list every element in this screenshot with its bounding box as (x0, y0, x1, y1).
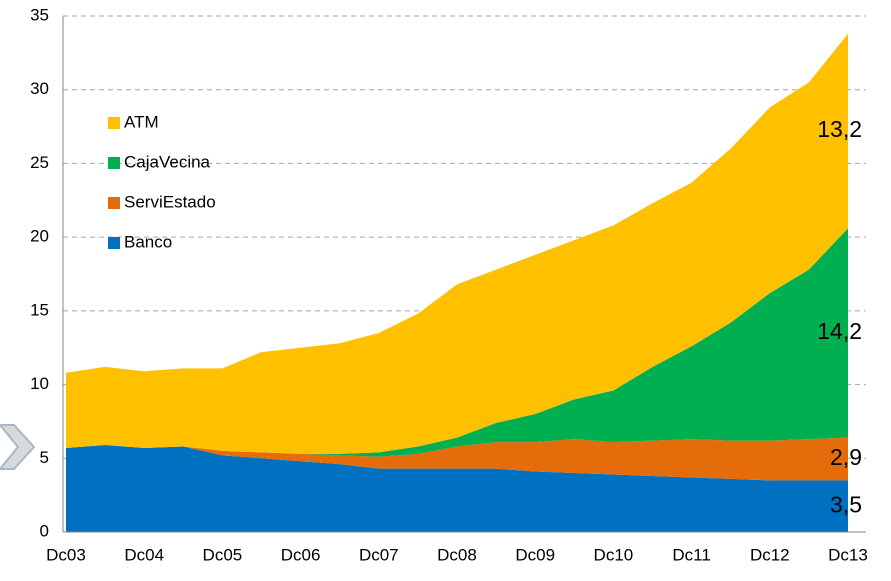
value-label: 2,9 (830, 444, 862, 470)
area (66, 437, 848, 481)
y-tick-label: 25 (30, 153, 49, 172)
y-tick-label: 10 (30, 374, 49, 393)
legend-swatch (108, 117, 120, 129)
decorative-chevron (0, 424, 36, 470)
y-tick-label: 5 (40, 448, 49, 467)
x-tick-label: Dc08 (437, 545, 477, 564)
legend-swatch (108, 237, 120, 249)
value-label: 14,2 (817, 318, 862, 344)
value-label: 3,5 (830, 491, 862, 517)
x-tick-label: Dc05 (203, 545, 243, 564)
legend-label: ATM (124, 112, 159, 131)
y-tick-label: 35 (30, 5, 49, 24)
x-tick-label: Dc11 (672, 545, 710, 564)
area (66, 33, 848, 454)
x-tick-label: Dc10 (594, 545, 634, 564)
x-tick-label: Dc07 (359, 545, 399, 564)
y-tick-label: 30 (30, 79, 49, 98)
x-tick-label: Dc03 (46, 545, 86, 564)
y-tick-label: 15 (30, 300, 49, 319)
value-label: 13,2 (817, 116, 862, 142)
legend-label: Banco (124, 232, 172, 251)
x-tick-label: Dc06 (281, 545, 321, 564)
legend-label: CajaVecina (124, 152, 211, 171)
legend-swatch (108, 197, 120, 209)
x-tick-label: Dc09 (515, 545, 555, 564)
area (66, 445, 848, 532)
y-tick-label: 20 (30, 227, 49, 246)
legend-label: ServiEstado (124, 192, 216, 211)
legend-swatch (108, 157, 120, 169)
area (66, 228, 848, 457)
x-tick-label: Dc13 (828, 545, 868, 564)
x-tick-label: Dc04 (124, 545, 164, 564)
y-tick-label: 0 (40, 521, 49, 540)
x-tick-label: Dc12 (750, 545, 790, 564)
